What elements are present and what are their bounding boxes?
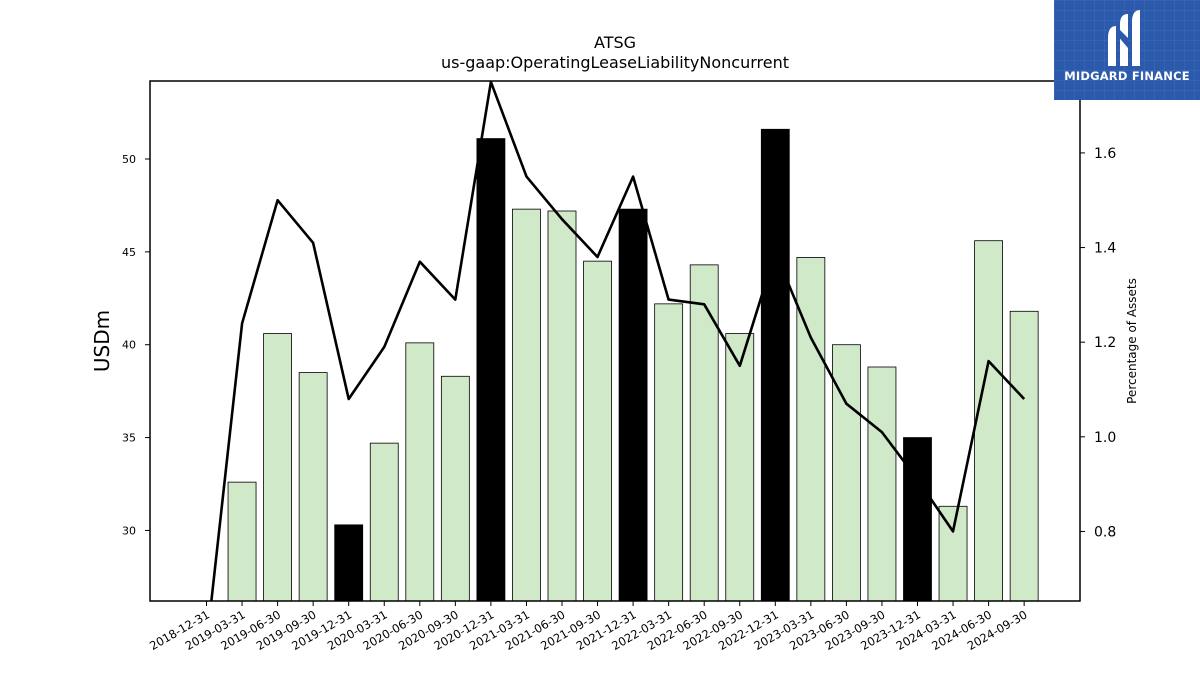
y-tick-label: 30 [122,524,136,537]
bar [689,264,719,602]
bar [369,442,399,602]
bar [583,260,612,602]
y-tick-label: 45 [122,246,136,259]
bar [334,524,364,602]
bar [440,375,470,602]
bar [298,372,328,602]
y-axis: 30 35 40 45 50 [122,153,150,537]
bars-layer [227,128,1039,602]
bar [725,333,755,602]
chart-title: ATSG [594,33,636,52]
bar [938,505,968,602]
bar [618,208,648,602]
bar [227,481,257,602]
y2-tick-label: 0.8 [1094,524,1116,540]
line-layer [210,81,1026,601]
bar [1009,310,1039,602]
y2-tick-label: 1.4 [1094,241,1116,257]
bar [476,138,506,602]
bar [512,208,541,602]
bar [654,303,684,602]
y2-axis-label: Percentage of Assets [1125,278,1139,404]
chart-subtitle: us-gaap:OperatingLeaseLiabilityNoncurren… [441,53,789,72]
y-axis-label: USDm [90,310,114,372]
y2-axis: 0.8 1.0 1.2 1.4 1.6 [1080,146,1116,540]
y-tick-label: 50 [122,153,136,166]
midgard-m-icon [1108,10,1140,66]
bar [796,257,826,602]
y-tick-label: 35 [122,432,136,445]
bar [760,128,790,602]
plot-frame [149,80,1081,602]
percentage-line [210,81,1026,601]
bar [547,210,577,602]
x-axis: 2018-12-312019-03-312019-06-302019-09-30… [147,601,1030,653]
y2-tick-label: 1.2 [1094,335,1116,351]
logo-text: MIDGARD FINANCE [1064,69,1190,83]
bar [867,366,897,602]
y-tick-label: 40 [122,339,136,352]
bar [903,437,932,602]
midgard-finance-logo: MIDGARD FINANCE [1054,0,1200,100]
y2-tick-label: 1.6 [1094,146,1116,162]
bar [263,333,293,602]
bar [405,342,435,602]
y2-tick-label: 1.0 [1094,430,1116,446]
bar [974,240,1003,602]
